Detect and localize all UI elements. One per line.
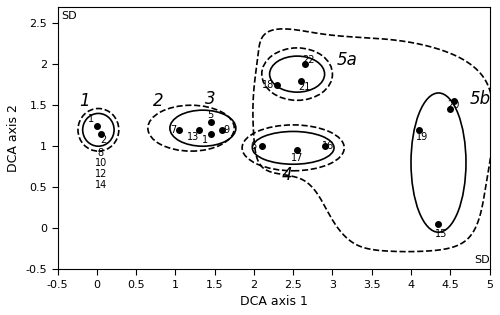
Text: 5b: 5b [470, 90, 491, 108]
Text: 10: 10 [94, 158, 107, 169]
Text: 18: 18 [262, 80, 274, 90]
Y-axis label: DCA axis 2: DCA axis 2 [7, 104, 20, 172]
Text: 12: 12 [94, 169, 107, 179]
Text: 19: 19 [416, 132, 428, 142]
Text: 21: 21 [298, 82, 310, 92]
Text: SD: SD [62, 11, 77, 21]
Text: 3: 3 [205, 90, 216, 108]
Text: SD: SD [474, 255, 490, 265]
Text: 13: 13 [186, 132, 199, 142]
Text: 2: 2 [100, 135, 106, 146]
Text: 17: 17 [291, 153, 304, 163]
Text: 14: 14 [94, 180, 107, 190]
Text: 7: 7 [170, 125, 177, 135]
Text: 5a: 5a [336, 51, 357, 69]
Text: 1: 1 [80, 92, 90, 110]
Text: 8: 8 [98, 148, 104, 158]
Text: 4: 4 [282, 166, 292, 184]
Text: 20: 20 [447, 100, 460, 110]
Text: 16: 16 [322, 141, 334, 151]
Text: 6: 6 [251, 141, 257, 151]
Text: 22: 22 [302, 55, 314, 65]
Text: 1: 1 [202, 135, 208, 146]
Text: 9: 9 [224, 125, 230, 135]
Text: 15: 15 [436, 229, 448, 239]
Text: 1: 1 [88, 114, 94, 124]
Text: 2: 2 [154, 92, 164, 110]
X-axis label: DCA axis 1: DCA axis 1 [240, 295, 308, 308]
Text: 5: 5 [208, 110, 214, 120]
